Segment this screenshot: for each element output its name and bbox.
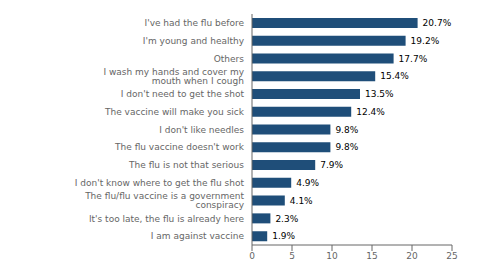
svg-text:The flu vaccine doesn't work: The flu vaccine doesn't work [114,142,245,152]
svg-text:1.9%: 1.9% [272,231,295,241]
svg-text:The vaccine will make you sick: The vaccine will make you sick [104,107,245,117]
svg-text:Others: Others [214,54,245,64]
svg-text:I've had the flu before: I've had the flu before [145,18,245,28]
svg-text:It's too late, the flu is alre: It's too late, the flu is already here [89,214,245,224]
svg-text:15: 15 [366,251,377,261]
svg-text:4.9%: 4.9% [296,178,319,188]
svg-text:4.1%: 4.1% [290,196,313,206]
svg-text:2.3%: 2.3% [275,214,298,224]
svg-text:10: 10 [326,251,338,261]
svg-text:I don't like needles: I don't like needles [159,125,244,135]
svg-text:I am against vaccine: I am against vaccine [151,231,245,241]
svg-text:5: 5 [289,251,295,261]
svg-text:The flu/flu vaccine is a gover: The flu/flu vaccine is a governmentconsp… [84,191,245,210]
svg-text:I wash my hands and cover mymo: I wash my hands and cover mymouth when I… [103,67,244,86]
svg-text:20.7%: 20.7% [423,18,452,28]
svg-text:9.8%: 9.8% [335,142,358,152]
svg-text:19.2%: 19.2% [411,36,440,46]
svg-text:17.7%: 17.7% [399,54,428,64]
svg-text:0: 0 [249,251,255,261]
svg-text:I'm young and healthy: I'm young and healthy [143,36,245,46]
svg-text:9.8%: 9.8% [335,125,358,135]
svg-text:The flu is not that serious: The flu is not that serious [128,160,244,170]
svg-text:7.9%: 7.9% [320,160,343,170]
svg-text:25: 25 [446,251,457,261]
svg-text:I don't need to get the shot: I don't need to get the shot [121,89,245,99]
svg-text:20: 20 [406,251,418,261]
svg-text:15.4%: 15.4% [380,71,409,81]
svg-text:I don't know where to get the: I don't know where to get the flu shot [75,178,245,188]
svg-text:12.4%: 12.4% [356,107,385,117]
svg-text:13.5%: 13.5% [365,89,394,99]
